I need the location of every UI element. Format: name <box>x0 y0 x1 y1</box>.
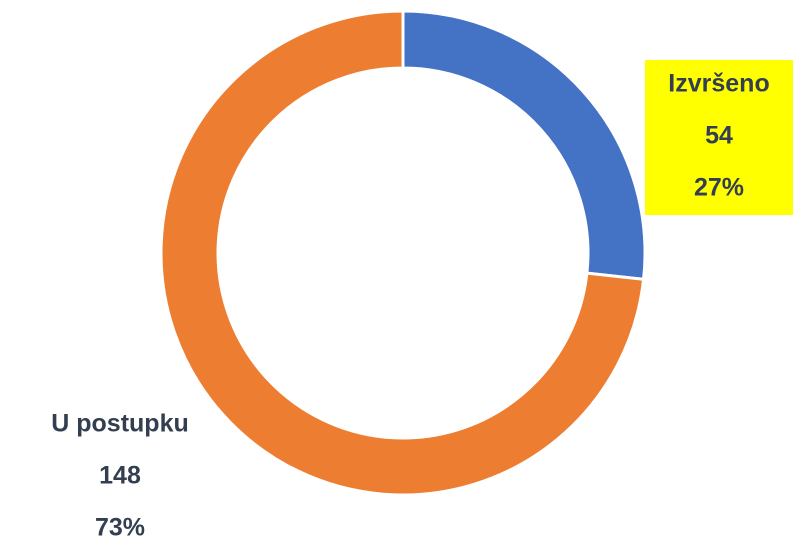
data-label-value: 148 <box>99 462 141 490</box>
data-label-name: U postupku <box>51 410 189 438</box>
data-label-value: 54 <box>705 122 733 150</box>
data-label-percent: 27% <box>694 174 744 202</box>
data-label-name: Izvršeno <box>668 70 769 98</box>
data-label-percent: 73% <box>95 514 145 540</box>
label-background <box>645 60 793 215</box>
donut-segment <box>401 9 647 281</box>
donut-segment <box>159 9 646 497</box>
